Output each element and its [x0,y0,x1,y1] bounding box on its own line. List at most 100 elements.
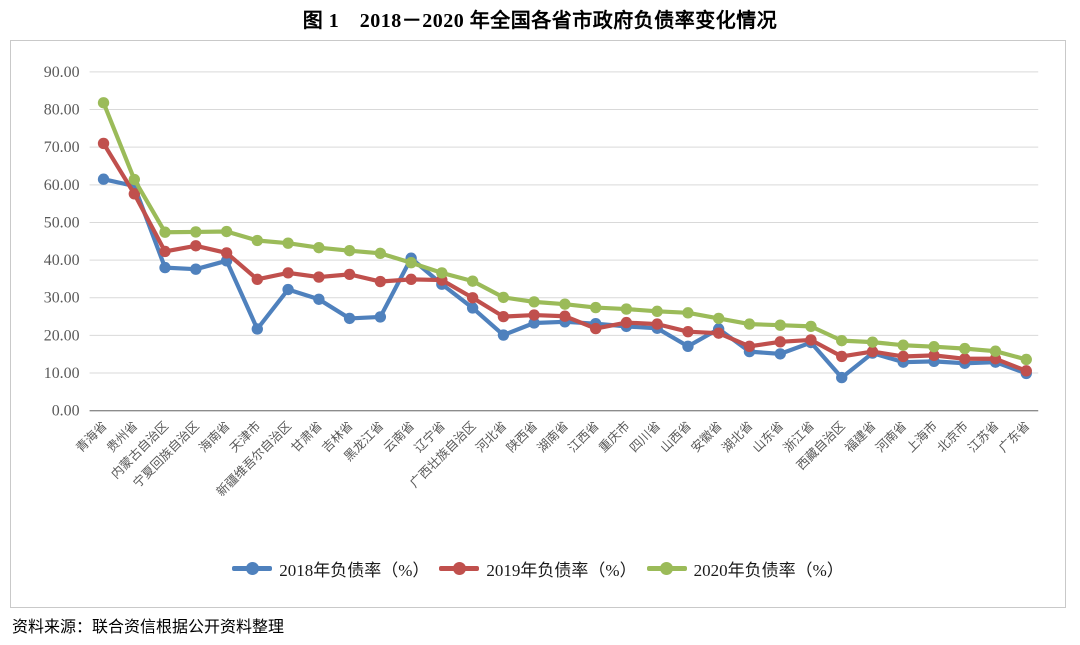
data-point-2019 [405,273,417,286]
data-point-2020 [466,275,479,287]
x-tick-label: 江西省 [565,419,601,455]
x-tick-label: 上海市 [903,418,940,455]
y-tick-label: 50.00 [44,214,80,231]
data-point-2019 [220,247,233,259]
x-tick-label: 山西省 [658,419,694,455]
legend-marker-2018-icon [232,562,273,575]
data-point-2020 [559,298,571,310]
data-point-2020 [774,319,786,331]
data-point-2020 [897,339,909,351]
data-point-2019 [282,267,294,279]
data-point-2020 [220,225,233,238]
legend-label-2018: 2018年负债率（%） [279,561,430,580]
data-point-2020 [590,301,602,314]
data-point-2019 [651,318,663,330]
data-point-2019 [805,334,817,346]
data-point-2019 [528,309,540,321]
x-tick-label: 安徽省 [688,418,725,455]
data-point-2019 [497,310,510,323]
x-tick-label: 甘肃省 [289,419,325,455]
x-tick-label: 山东省 [750,419,786,455]
source-note: 资料来源：联合资信根据公开资料整理 [12,619,285,636]
x-tick-label: 云南省 [380,418,417,455]
data-point-2020 [97,97,110,109]
data-point-2019 [190,240,202,252]
data-point-2020 [836,334,848,347]
y-tick-label: 40.00 [44,252,80,269]
data-point-2019 [559,310,571,322]
data-point-2019 [836,350,848,363]
data-point-2019 [928,349,940,362]
data-point-2020 [743,318,756,330]
data-point-2019 [590,322,602,335]
data-point-2019 [343,268,356,281]
x-tick-label: 湖北省 [719,418,756,455]
data-point-2019 [159,245,171,258]
data-point-2019 [1020,365,1032,377]
y-tick-label: 60.00 [44,177,80,194]
data-point-2019 [682,325,694,338]
data-point-2018 [159,261,171,274]
data-point-2018 [774,348,786,360]
y-tick-label: 10.00 [44,365,80,382]
data-point-2020 [251,234,263,247]
y-tick-label: 70.00 [44,139,80,156]
chart-legend: 2018年负债率（%） 2019年负债率（%） 2020年负债率（%） [11,556,1065,581]
data-point-2020 [159,226,171,238]
data-point-2020 [528,296,540,308]
data-point-2020 [374,247,387,260]
x-tick-label: 河北省 [473,419,509,455]
legend-dot-2019-icon [452,562,466,575]
legend-item-2019[interactable]: 2019年负债率（%） [439,556,637,581]
data-point-2020 [282,237,294,249]
chart-title: 图 1 2018－2020 年全国各省市政府负债率变化情况 [302,10,778,32]
data-point-2019 [712,327,725,339]
data-point-2018 [528,317,540,329]
x-tick-label: 四川省 [627,419,663,455]
data-point-2018 [190,263,202,275]
data-point-2018 [497,329,510,341]
data-point-2019 [897,350,909,363]
x-tick-label: 广东省 [996,419,1032,455]
x-tick-label: 河南省 [872,418,909,455]
data-point-2019 [374,275,387,288]
data-point-2020 [651,305,663,318]
data-point-2019 [97,137,110,150]
data-point-2020 [313,241,325,254]
data-point-2019 [959,353,971,365]
legend-item-2018[interactable]: 2018年负债率（%） [232,556,429,581]
data-point-2020 [128,173,141,186]
line-chart-plot-area: 0.00 10.00 20.00 30.00 40.00 50.00 60.00 70.00 8… [44,64,1039,499]
data-point-2018 [282,283,294,296]
x-tick-label: 湖南省 [534,418,571,455]
y-tick-label: 30.00 [44,290,80,307]
data-point-2020 [989,345,1002,357]
x-tick-label: 青海省 [73,418,110,455]
data-point-2020 [190,226,202,238]
data-point-2020 [805,320,817,333]
data-point-2020 [436,267,448,279]
data-point-2019 [620,316,633,329]
data-point-2020 [928,341,940,353]
y-tick-label: 0.00 [52,403,80,420]
data-point-2020 [405,257,417,269]
legend-marker-2020-icon [646,562,687,575]
data-point-2019 [466,292,479,304]
legend-item-2020[interactable]: 2020年负债率（%） [646,556,844,581]
legend-dot-2020-icon [660,562,674,575]
y-tick-label: 20.00 [44,327,80,344]
x-tick-label: 海南省 [196,418,233,455]
data-point-2019 [251,273,263,286]
data-point-2019 [128,188,141,200]
data-point-2018 [682,340,694,353]
data-point-2018 [97,173,110,185]
data-point-2020 [343,244,356,257]
chart-frame: 0.00 10.00 20.00 30.00 40.00 50.00 60.00 70.00 8… [10,40,1066,608]
x-tick-label: 江苏省 [965,418,1002,455]
data-point-2019 [774,336,786,348]
data-point-2018 [374,311,387,323]
y-tick-label: 90.00 [44,64,80,81]
x-tick-label: 北京市 [934,418,971,455]
data-point-2018 [466,302,479,314]
x-tick-label: 重庆市 [596,418,633,455]
